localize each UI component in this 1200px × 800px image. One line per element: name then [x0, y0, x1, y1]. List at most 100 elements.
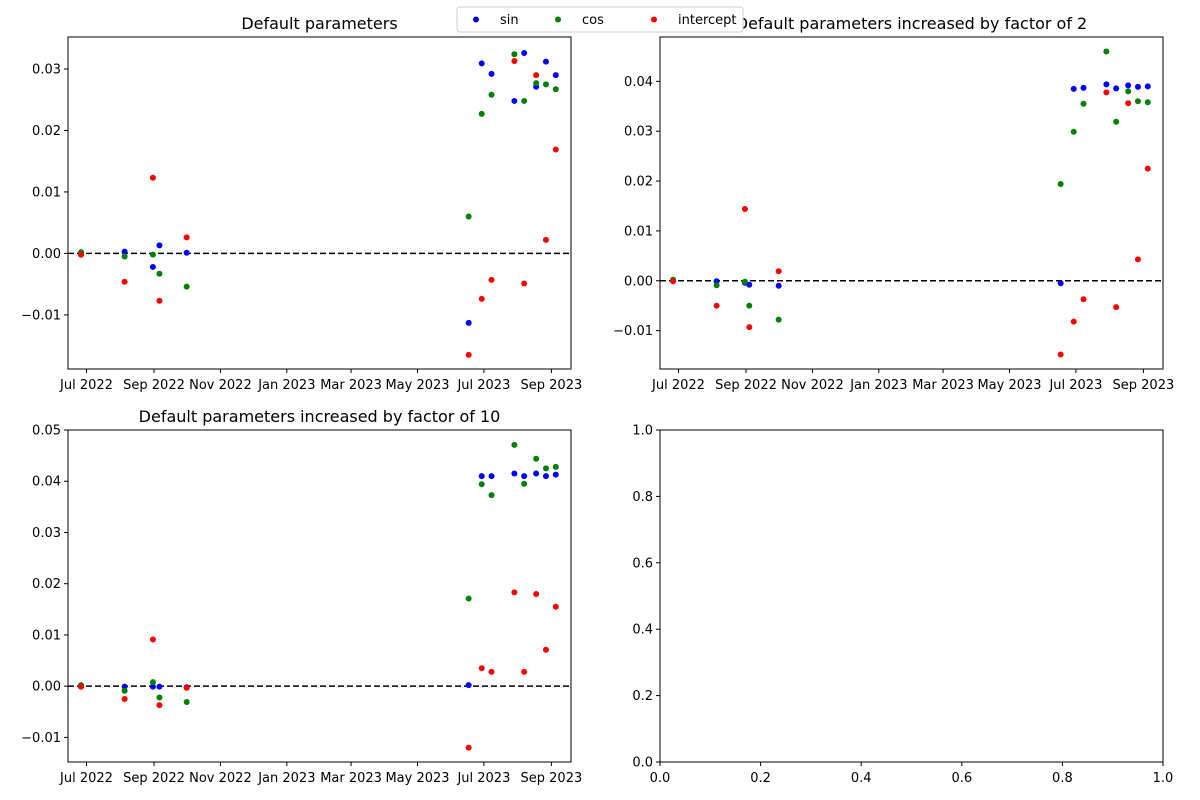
- y-tick-label: 0.8: [632, 490, 653, 505]
- sin-point: [552, 471, 559, 478]
- sin-point: [552, 72, 559, 79]
- legend-marker: [651, 16, 657, 23]
- sin-point: [1134, 83, 1141, 90]
- sin-point: [542, 58, 549, 65]
- sin-point: [775, 282, 782, 289]
- cos-point: [533, 455, 540, 462]
- intercept-point: [746, 324, 753, 331]
- intercept-point: [713, 302, 720, 309]
- intercept-point: [156, 702, 163, 709]
- cos-point: [1144, 99, 1151, 106]
- intercept-point: [488, 276, 495, 283]
- sin-point: [488, 473, 495, 480]
- x-tick-label: 0.4: [851, 771, 872, 786]
- y-tick-label: 0.02: [32, 124, 61, 139]
- cos-point: [183, 699, 190, 706]
- series-cos: [670, 48, 1151, 323]
- intercept-point: [78, 251, 85, 258]
- intercept-point: [542, 236, 549, 243]
- legend-label: cos: [582, 13, 604, 28]
- x-tick-label: Jan 2023: [257, 378, 315, 393]
- cos-point: [552, 463, 559, 470]
- x-tick-label: Sep 2023: [521, 771, 583, 786]
- sin-point: [488, 70, 495, 77]
- series-intercept: [670, 89, 1151, 358]
- intercept-point: [533, 72, 540, 79]
- cos-point: [542, 465, 549, 472]
- subplot-3: −0.01 0.00 0.01 0.02 0.03 0.04 0.05 Jul 2022 Sep…: [21, 407, 582, 786]
- sin-point: [183, 249, 190, 256]
- x-tick-label: Sep 2022: [715, 378, 777, 393]
- legend-marker: [473, 16, 479, 23]
- x-tick-label: Sep 2023: [1113, 378, 1175, 393]
- axes-layer: −0.01 0.00 0.01 0.02 0.03 Jul 2022 Sep 2022 Nov…: [21, 14, 1174, 786]
- cos-point: [552, 86, 559, 93]
- cos-point: [183, 283, 190, 290]
- cos-point: [478, 110, 485, 117]
- cos-point: [521, 97, 528, 104]
- sin-point: [465, 682, 472, 689]
- x-tick-label: Nov 2022: [189, 378, 252, 393]
- y-tick-label: 0.00: [32, 680, 61, 695]
- x-tick-label: 0.2: [750, 771, 771, 786]
- intercept-point: [465, 744, 472, 751]
- subplot-2: −0.01 0.00 0.01 0.02 0.03 0.04 Jul 2022 Sep 202…: [613, 14, 1174, 393]
- intercept-point: [488, 668, 495, 675]
- cos-point: [1125, 88, 1132, 95]
- sin-point: [156, 683, 163, 690]
- sin-point: [121, 248, 128, 255]
- sin-point: [521, 49, 528, 56]
- cos-point: [1080, 100, 1087, 107]
- legend-marker: [555, 16, 561, 23]
- sin-point: [121, 683, 128, 690]
- subplot-4: 0.0 0.2 0.4 0.6 0.8 1.0 0.0 0.2 0.4 0.6 0.8 1.0: [632, 424, 1173, 787]
- cos-point: [156, 694, 163, 701]
- intercept-point: [521, 668, 528, 675]
- y-tick-label: 0.2: [632, 689, 653, 704]
- intercept-point: [1057, 351, 1064, 358]
- cos-point: [149, 251, 156, 258]
- legend: sin cos intercept: [456, 6, 744, 33]
- cos-point: [1113, 118, 1120, 125]
- cos-point: [533, 80, 540, 87]
- subplot-title: Default parameters increased by factor o…: [139, 407, 501, 426]
- sin-point: [149, 263, 156, 270]
- y-tick-label: 0.01: [32, 185, 61, 200]
- sin-point: [511, 470, 518, 477]
- series-intercept: [78, 57, 559, 358]
- intercept-point: [552, 146, 559, 153]
- intercept-point: [121, 695, 128, 702]
- intercept-point: [1070, 318, 1077, 325]
- intercept-point: [511, 57, 518, 64]
- axes-frame: [67, 36, 572, 370]
- axes-frame: [659, 36, 1164, 370]
- intercept-point: [552, 603, 559, 610]
- sin-point: [478, 473, 485, 480]
- subplot-1: −0.01 0.00 0.01 0.02 0.03 Jul 2022 Sep 2022 Nov…: [21, 14, 582, 393]
- x-tick-label: May 2023: [977, 378, 1041, 393]
- intercept-point: [156, 297, 163, 304]
- x-tick-label: Nov 2022: [189, 771, 252, 786]
- series-intercept: [78, 589, 559, 751]
- sin-point: [521, 473, 528, 480]
- sin-point: [1103, 81, 1110, 88]
- intercept-point: [1125, 100, 1132, 107]
- y-tick-label: −0.01: [21, 308, 61, 323]
- cos-point: [465, 595, 472, 602]
- x-tick-label: Jul 2022: [651, 378, 705, 393]
- intercept-point: [511, 589, 518, 596]
- cos-point: [511, 441, 518, 448]
- sin-point: [1113, 85, 1120, 92]
- subplot-title: Default parameters increased by factor o…: [736, 14, 1087, 33]
- legend-entry-cos: cos: [555, 13, 604, 28]
- sin-point: [156, 242, 163, 249]
- intercept-point: [542, 646, 549, 653]
- y-tick-label: 0.01: [624, 224, 653, 239]
- y-tick-label: −0.01: [21, 731, 61, 746]
- cos-point: [156, 270, 163, 277]
- x-tick-label: Jul 2022: [59, 378, 113, 393]
- series-cos: [78, 441, 559, 706]
- cos-point: [488, 492, 495, 499]
- y-tick-label: 0.05: [32, 424, 61, 439]
